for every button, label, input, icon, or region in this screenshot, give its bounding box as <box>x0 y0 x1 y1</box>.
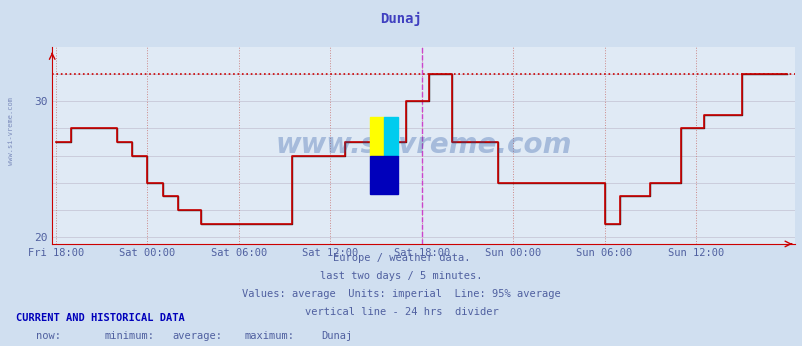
Text: maximum:: maximum: <box>245 331 294 341</box>
Text: average:: average: <box>172 331 222 341</box>
Text: www.si-vreme.com: www.si-vreme.com <box>8 98 14 165</box>
Text: Dunaj: Dunaj <box>321 331 352 341</box>
Text: CURRENT AND HISTORICAL DATA: CURRENT AND HISTORICAL DATA <box>16 313 184 323</box>
Text: www.si-vreme.com: www.si-vreme.com <box>275 131 571 159</box>
Text: last two days / 5 minutes.: last two days / 5 minutes. <box>320 271 482 281</box>
Text: Dunaj: Dunaj <box>380 12 422 26</box>
Text: now:: now: <box>36 331 61 341</box>
Text: Values: average  Units: imperial  Line: 95% average: Values: average Units: imperial Line: 95… <box>242 289 560 299</box>
Text: Europe / weather data.: Europe / weather data. <box>332 253 470 263</box>
Polygon shape <box>369 155 397 194</box>
Polygon shape <box>369 117 383 155</box>
Polygon shape <box>383 117 397 155</box>
Text: vertical line - 24 hrs  divider: vertical line - 24 hrs divider <box>304 307 498 317</box>
Text: minimum:: minimum: <box>104 331 154 341</box>
